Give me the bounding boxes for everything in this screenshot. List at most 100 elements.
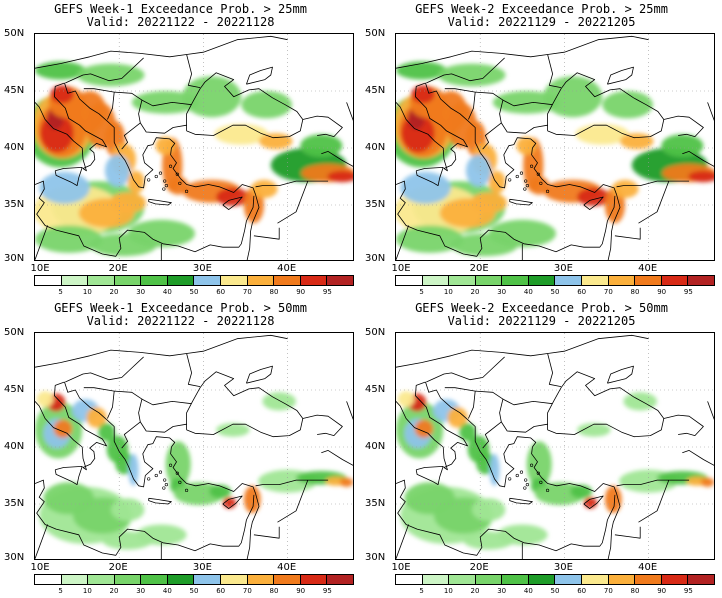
- legend-swatch: [35, 276, 62, 285]
- island: [508, 477, 512, 481]
- coastline: [678, 133, 687, 136]
- probability-field: [396, 61, 714, 257]
- probability-contour: [661, 134, 704, 158]
- coastline: [396, 381, 468, 471]
- legend-tick-label: 40: [523, 587, 533, 595]
- legend-tick-label: 70: [603, 288, 613, 296]
- legend-tick-label: 30: [136, 587, 146, 595]
- latitude-label: 35N: [365, 498, 386, 509]
- probability-contour: [39, 171, 90, 204]
- coastline: [616, 479, 690, 487]
- legend-tick-label: 90: [296, 587, 306, 595]
- island: [545, 488, 550, 492]
- latitude-label: 50N: [4, 28, 25, 39]
- legend-swatch: [688, 575, 714, 584]
- legend-swatch: [608, 276, 636, 285]
- probability-contour: [575, 124, 630, 145]
- probability-contour: [165, 441, 191, 487]
- island: [162, 187, 166, 191]
- probability-contour: [43, 482, 94, 515]
- panel-week1-25mm: GEFS Week-1 Exceedance Prob. > 25mm Vali…: [0, 0, 361, 299]
- coastline: [255, 180, 329, 188]
- coastline: [114, 91, 143, 150]
- latitude-label: 45N: [365, 85, 386, 96]
- coastline: [614, 227, 641, 240]
- island: [536, 471, 540, 475]
- legend-swatch: [582, 276, 609, 285]
- probability-contour: [339, 477, 353, 487]
- legend-swatch: [141, 276, 168, 285]
- latitude-label: 50N: [365, 327, 386, 338]
- probability-contour: [577, 423, 611, 437]
- legend-swatch: [502, 276, 529, 285]
- probability-contour: [327, 170, 353, 183]
- legend-tick-label: 50: [550, 288, 560, 296]
- legend-swatch: [141, 575, 168, 584]
- map-area: [34, 33, 354, 261]
- coastline: [35, 225, 48, 260]
- legend-tick-label: 40: [162, 587, 172, 595]
- legend-tick-label: 80: [269, 587, 279, 595]
- legend-swatch: [274, 575, 301, 584]
- legend-tick-label: 70: [242, 288, 252, 296]
- legend-swatch: [247, 575, 275, 584]
- coastline: [583, 495, 604, 510]
- legend-swatch: [555, 276, 583, 285]
- legend-swatch: [396, 575, 423, 584]
- probability-contour: [136, 524, 187, 546]
- coastline: [64, 82, 176, 189]
- coastline: [678, 432, 687, 435]
- coastline: [638, 479, 670, 523]
- probability-contour: [438, 63, 506, 87]
- coastline: [682, 450, 714, 466]
- island: [524, 478, 528, 482]
- coastline: [255, 479, 329, 487]
- probability-contour: [404, 482, 455, 515]
- coastline: [425, 82, 537, 189]
- coastline: [139, 421, 187, 433]
- coastline: [425, 381, 537, 488]
- coastline: [277, 180, 309, 224]
- coastline: [317, 432, 326, 435]
- coastline: [682, 151, 714, 167]
- legend-tick-label: 5: [419, 288, 424, 296]
- probability-contour: [127, 170, 145, 194]
- coastline: [141, 398, 192, 406]
- legend-tick-label: 20: [109, 587, 119, 595]
- island: [529, 164, 534, 168]
- coastline: [170, 446, 256, 494]
- coastline: [186, 353, 201, 387]
- legend-tick-label: 80: [630, 288, 640, 296]
- coastline: [302, 414, 343, 436]
- legend-tick-label: 30: [497, 587, 507, 595]
- panel-valid-dates: Valid: 20221122 - 20221128: [86, 314, 275, 328]
- legend-tick-label: 60: [577, 587, 587, 595]
- longitude-label: 40E: [638, 562, 658, 573]
- island: [539, 480, 543, 484]
- probability-contour: [214, 124, 269, 145]
- legend-swatch: [582, 575, 609, 584]
- coastline: [35, 180, 255, 257]
- latitude-label: 45N: [4, 384, 25, 395]
- legend-tick-label: 95: [322, 587, 332, 595]
- coastline: [616, 180, 690, 188]
- legend-tick-label: 5: [58, 587, 63, 595]
- coastline: [35, 334, 288, 368]
- probability-contour: [98, 423, 115, 442]
- legend-swatch: [35, 575, 62, 584]
- panel-valid-dates: Valid: 20221129 - 20221205: [447, 314, 636, 328]
- latitude-label: 30N: [4, 253, 25, 264]
- coastline: [396, 225, 409, 260]
- coastline: [663, 414, 704, 436]
- longitude-label: 20E: [469, 263, 489, 274]
- island: [539, 181, 543, 185]
- panel-title: GEFS Week-1 Exceedance Prob. > 50mm: [54, 301, 307, 315]
- island: [158, 470, 163, 474]
- legend-swatch: [247, 276, 275, 285]
- coastline: [607, 194, 621, 260]
- latitude-label: 40N: [4, 142, 25, 153]
- longitude-label: 40E: [638, 263, 658, 274]
- panel-week2-25mm: GEFS Week-2 Exceedance Prob. > 25mm Vali…: [361, 0, 722, 299]
- latitude-label: 50N: [365, 28, 386, 39]
- coastline: [253, 227, 280, 240]
